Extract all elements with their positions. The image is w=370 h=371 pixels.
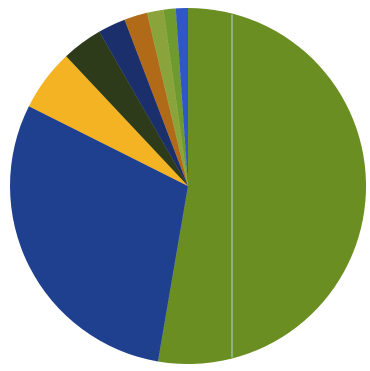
pie-slice-6 [124, 12, 188, 187]
pie-slice-2 [10, 106, 189, 362]
pie-slice-4 [66, 31, 188, 186]
pie-slice-5 [99, 19, 188, 186]
pie-slice-1 [157, 7, 367, 364]
pie-slice-7 [146, 9, 188, 187]
pie-slice-3 [28, 56, 189, 186]
pie-slice-9 [175, 7, 188, 187]
pie-slices [10, 7, 367, 364]
pie-slice-8 [163, 8, 188, 187]
